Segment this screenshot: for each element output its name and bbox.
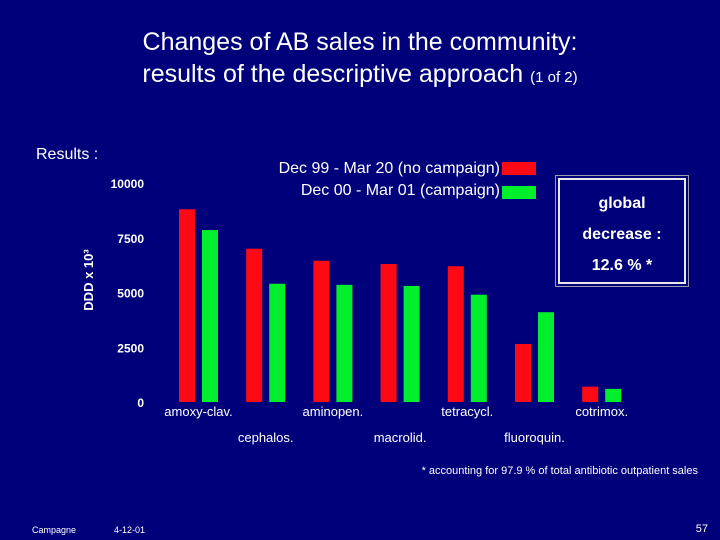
callout-line-3: 12.6 % * — [591, 257, 653, 274]
bar-no-campaign — [582, 386, 599, 402]
category-label: aminopen. — [303, 404, 364, 419]
category-label: macrolid. — [374, 430, 427, 445]
category-label: fluoroquin. — [504, 430, 565, 445]
legend-label-series-1: Dec 99 - Mar 20 (no campaign) — [278, 160, 500, 177]
bar-campaign — [202, 230, 218, 402]
bar-campaign — [269, 283, 286, 402]
slide-title: Changes of AB sales in the community: re… — [0, 26, 720, 94]
title-line-1: Changes of AB sales in the community: — [142, 28, 578, 56]
legend-swatch-series-2 — [502, 186, 536, 199]
bar-no-campaign — [179, 209, 195, 402]
footer-date: 4-12-01 — [114, 525, 146, 535]
category-label: amoxy-clav. — [164, 404, 232, 419]
y-tick-label: 7500 — [117, 232, 144, 246]
legend-label-series-2: Dec 00 - Mar 01 (campaign) — [300, 182, 500, 199]
y-tick-label: 0 — [137, 396, 144, 410]
bar-no-campaign — [313, 260, 330, 402]
bar-campaign — [538, 312, 554, 402]
callout-line-1: global — [598, 195, 646, 212]
category-labels: amoxy-clav. cephalos. aminopen. macrolid. te… — [164, 404, 628, 445]
y-tick-label: 5000 — [117, 287, 144, 301]
title-suffix: (1 of 2) — [530, 69, 578, 86]
y-axis-ticks: 0 2500 5000 7500 10000 — [111, 177, 145, 410]
bar-no-campaign — [447, 266, 464, 402]
category-label: cotrimox. — [575, 404, 628, 419]
y-tick-label: 2500 — [117, 341, 144, 355]
bar-no-campaign — [515, 343, 531, 402]
results-label: Results : — [36, 146, 99, 163]
bar-no-campaign — [380, 264, 397, 402]
bar-campaign — [336, 284, 353, 402]
bar-no-campaign — [246, 248, 263, 402]
bar-campaign — [470, 294, 487, 402]
callout-line-2: decrease : — [582, 226, 662, 243]
title-line-2: results of the descriptive approach (1 o… — [0, 58, 720, 94]
category-label: cephalos. — [238, 430, 294, 445]
bar-campaign — [403, 285, 420, 402]
page-number: 57 — [695, 523, 708, 535]
title-line-2-text: results of the descriptive approach — [142, 60, 524, 88]
category-label: tetracycl. — [441, 404, 493, 419]
legend-swatch-series-1 — [502, 162, 536, 175]
global-decrease-callout: global decrease : 12.6 % * — [555, 175, 689, 287]
chart-legend: Dec 99 - Mar 20 (no campaign) Dec 00 - M… — [200, 158, 500, 202]
bars — [179, 209, 622, 402]
y-axis-label: DDD x 10³ — [81, 249, 96, 311]
y-tick-label: 10000 — [111, 177, 145, 191]
footnote: * accounting for 97.9 % of total antibio… — [421, 465, 698, 477]
bar-campaign — [605, 388, 622, 402]
footer-left-text: Campagne — [32, 525, 77, 535]
